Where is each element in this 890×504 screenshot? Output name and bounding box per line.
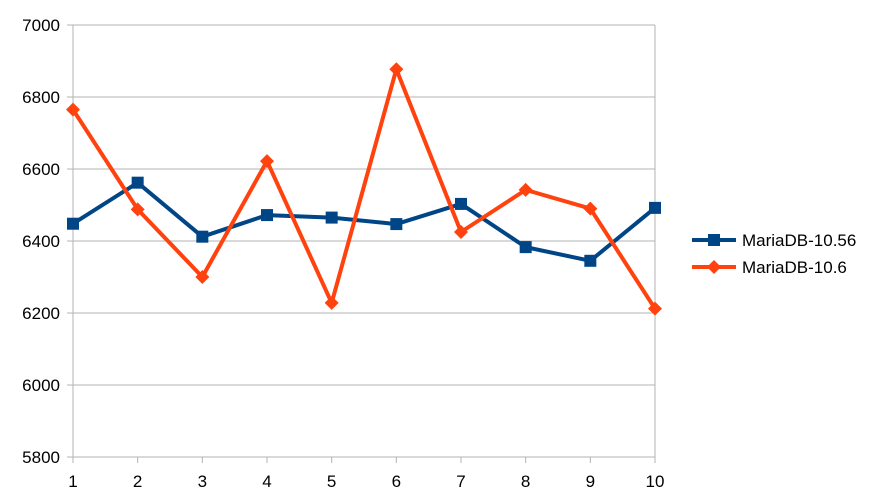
series-group [66, 62, 662, 316]
x-tick-label: 4 [262, 472, 271, 491]
x-tick-label: 9 [586, 472, 595, 491]
axes [72, 25, 656, 458]
legend-label-2: MariaDB-10.6 [742, 258, 847, 277]
data-point-series-1 [390, 218, 403, 231]
x-tick-label: 2 [133, 472, 142, 491]
y-tick-label: 5800 [22, 448, 60, 467]
legend: MariaDB-10.56 MariaDB-10.6 [692, 231, 856, 277]
data-point-series-1 [455, 197, 467, 210]
legend-marker-1 [708, 234, 720, 246]
y-tick-label: 6800 [22, 88, 60, 107]
data-point-series-1 [131, 176, 144, 189]
data-point-series-2 [518, 182, 533, 197]
legend-label-1: MariaDB-10.56 [742, 231, 856, 250]
y-tick-label: 6000 [22, 376, 60, 395]
y-tick-label: 6200 [22, 304, 60, 323]
data-point-series-2 [389, 62, 404, 77]
data-point-series-1 [67, 217, 79, 230]
x-tick-label: 10 [646, 472, 665, 491]
x-tick-label: 7 [456, 472, 465, 491]
data-point-series-2 [324, 295, 339, 310]
data-point-series-2 [66, 102, 80, 117]
y-axis-ticks: 5800 6000 6200 6400 6600 6800 7000 [22, 16, 73, 467]
series-line-2 [71, 67, 657, 310]
data-point-series-1 [196, 230, 209, 243]
series-line-1 [71, 180, 657, 263]
x-tick-label: 5 [327, 472, 336, 491]
x-tick-label: 3 [198, 472, 207, 491]
data-point-series-1 [649, 201, 661, 214]
gridlines [73, 24, 655, 458]
data-point-series-1 [325, 211, 338, 224]
y-tick-label: 6600 [22, 160, 60, 179]
data-point-series-2 [130, 202, 145, 217]
data-point-series-1 [519, 241, 532, 254]
data-point-series-2 [195, 270, 210, 284]
x-tick-label: 6 [392, 472, 401, 491]
x-tick-label: 8 [521, 472, 530, 491]
legend-marker-2 [707, 260, 721, 274]
data-point-series-2 [260, 154, 274, 169]
data-point-series-2 [648, 301, 662, 316]
y-tick-label: 6400 [22, 232, 60, 251]
data-point-series-2 [454, 225, 468, 239]
data-point-series-1 [261, 209, 273, 222]
x-tick-label: 1 [68, 472, 77, 491]
data-point-series-2 [583, 201, 598, 216]
data-point-series-1 [584, 254, 597, 267]
x-axis-ticks: 1 2 3 4 5 6 7 8 9 10 [68, 457, 664, 491]
y-tick-label: 7000 [22, 16, 60, 35]
